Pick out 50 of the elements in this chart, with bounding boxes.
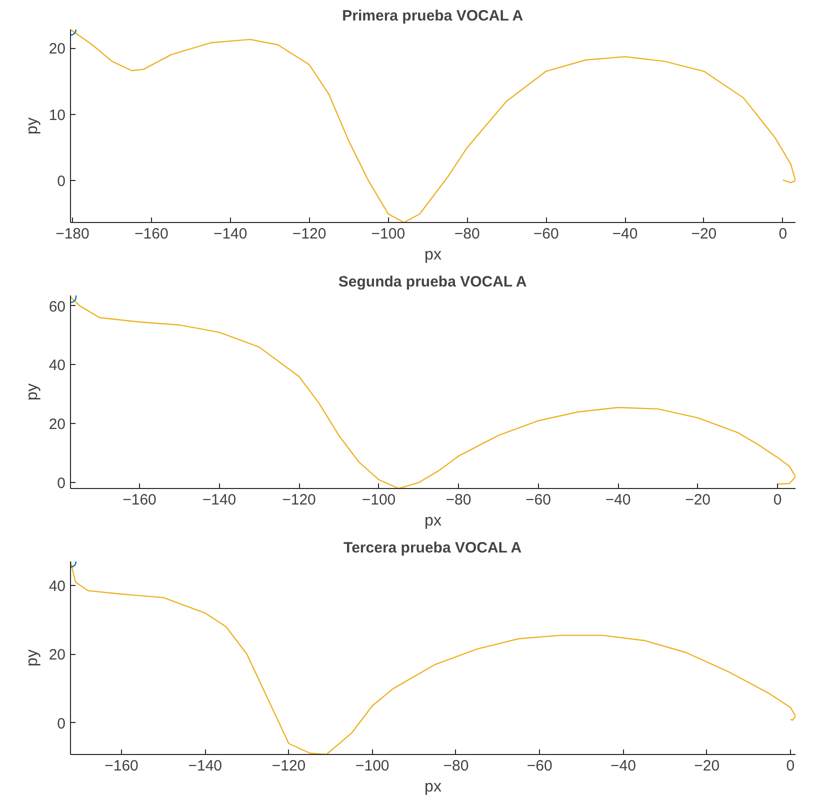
x-tick-label: −40	[612, 226, 638, 242]
y-axis-title: py	[24, 384, 41, 400]
chart-title: Primera prueba VOCAL A	[342, 8, 524, 24]
x-tick-label: −60	[526, 492, 552, 508]
x-tick-label: −40	[610, 758, 636, 774]
x-tick-label: −160	[104, 758, 138, 774]
x-tick-label: −80	[443, 758, 469, 774]
y-tick-label: 40	[48, 578, 66, 596]
x-tick-label: −140	[188, 758, 222, 774]
x-tick-label: −80	[446, 492, 472, 508]
line-series	[70, 562, 796, 754]
x-tick-label: −20	[691, 226, 717, 242]
x-tick-label: −120	[272, 758, 306, 774]
x-tick-label: −40	[605, 492, 631, 508]
y-tick-label: 20	[48, 40, 66, 58]
x-tick-label: −120	[282, 492, 316, 508]
x-tick-label: 0	[786, 758, 795, 774]
x-tick-label: −20	[685, 492, 711, 508]
y-axis-title: py	[24, 650, 41, 666]
line-series	[70, 296, 796, 488]
x-tick-label: −180	[56, 226, 90, 242]
x-tick-label: −120	[292, 226, 326, 242]
y-tick-label: 20	[48, 646, 66, 664]
y-tick-label: 40	[48, 357, 66, 374]
x-tick-label: −160	[134, 226, 168, 242]
y-axis-title: py	[24, 118, 41, 134]
y-tick-label: 0	[57, 173, 66, 190]
x-axis-title: px	[424, 512, 442, 530]
x-tick-label: 0	[778, 226, 788, 242]
x-tick-label: −20	[694, 758, 720, 774]
x-axis-title: px	[424, 778, 442, 796]
y-tick-label: 0	[57, 475, 66, 492]
y-tick-label: 20	[48, 416, 66, 434]
y-tick-label: 0	[57, 715, 66, 732]
y-tick-label: 10	[48, 106, 66, 124]
y-tick-label: 60	[48, 298, 66, 316]
x-tick-label: −140	[202, 492, 236, 508]
chart-title: Segunda prueba VOCAL A	[338, 274, 527, 290]
x-tick-label: −60	[533, 226, 559, 242]
x-axis-title: px	[424, 246, 442, 264]
x-tick-label: −100	[371, 226, 406, 242]
x-tick-label: −100	[362, 492, 396, 508]
x-tick-label: −60	[526, 758, 552, 774]
x-tick-label: −80	[454, 226, 480, 242]
line-series	[70, 30, 796, 222]
chart-title: Tercera prueba VOCAL A	[344, 540, 522, 556]
x-tick-label: 0	[773, 492, 782, 508]
x-tick-label: −140	[213, 226, 248, 242]
x-tick-label: −160	[122, 492, 156, 508]
x-tick-label: −100	[355, 758, 390, 774]
